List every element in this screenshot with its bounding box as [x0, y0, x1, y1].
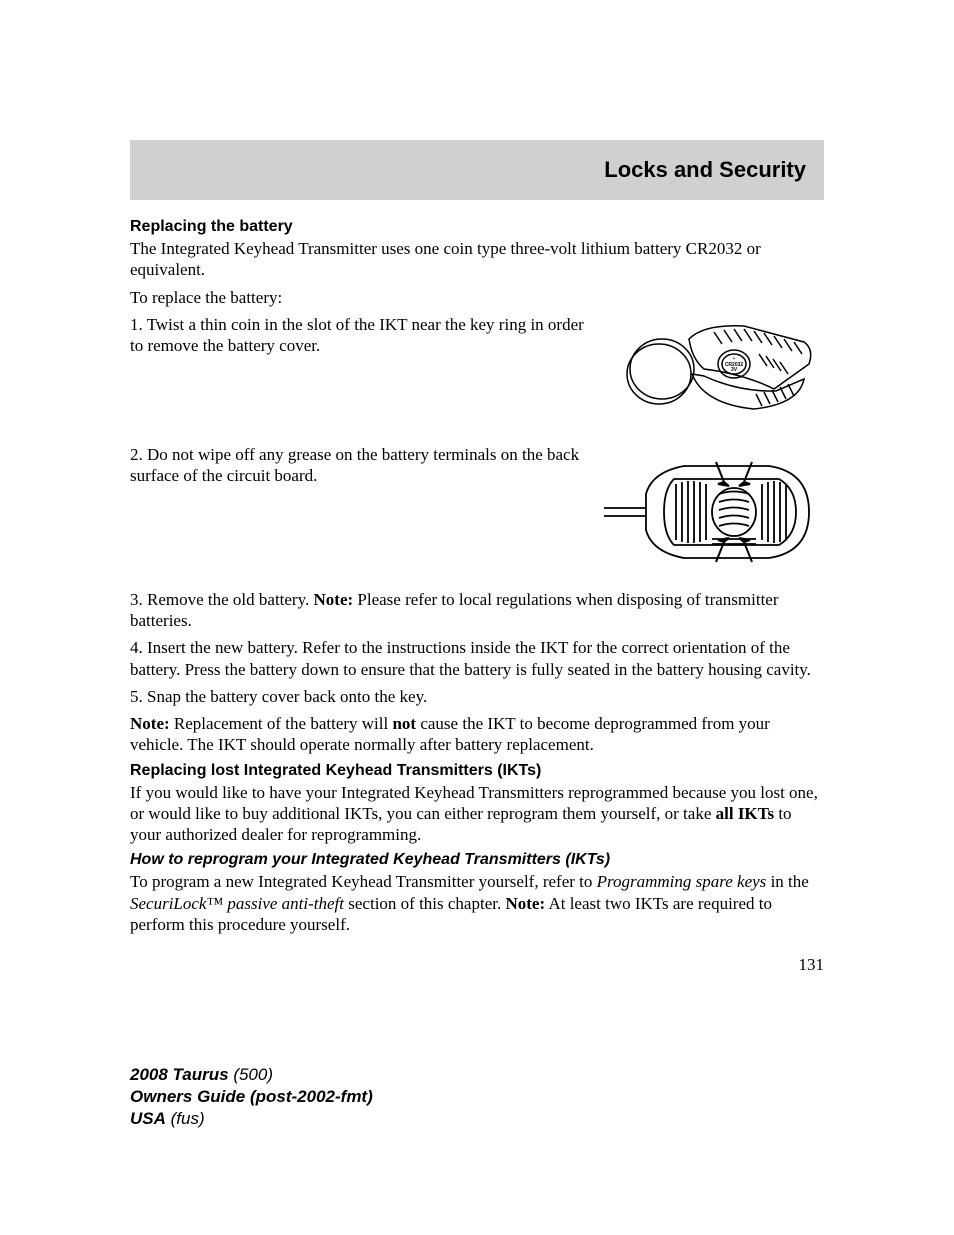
footer-region: USA — [130, 1109, 166, 1128]
text-span: 3. Remove the old battery. — [130, 590, 314, 609]
bold-not: not — [392, 714, 416, 733]
footer-line-guide: Owners Guide (post-2002-fmt) — [130, 1086, 373, 1108]
step-text: 2. Do not wipe off any grease on the bat… — [130, 444, 588, 487]
footer-line-region: USA (fus) — [130, 1108, 373, 1130]
italic-span: Programming spare keys — [597, 872, 767, 891]
footer-region-code: (fus) — [166, 1109, 205, 1128]
note-label: Note: — [505, 894, 545, 913]
heading-replacing-lost: Replacing lost Integrated Keyhead Transm… — [130, 762, 824, 780]
text-span: To program a new Integrated Keyhead Tran… — [130, 872, 597, 891]
chapter-title: Locks and Security — [604, 157, 806, 183]
step-text: 5. Snap the battery cover back onto the … — [130, 686, 824, 707]
step-1-row: 1. Twist a thin coin in the slot of the … — [130, 314, 824, 434]
battery-label-2: 3V — [731, 367, 738, 373]
page-content: Locks and Security Replacing the battery… — [0, 0, 954, 975]
chapter-header-bar: Locks and Security — [130, 140, 824, 200]
footer-model: 2008 Taurus — [130, 1065, 229, 1084]
text-span: Replacement of the battery will — [170, 714, 393, 733]
italic-span: SecuriLock™ passive anti-theft — [130, 894, 344, 913]
paragraph: To replace the battery: — [130, 287, 824, 308]
footer-model-code: (500) — [229, 1065, 273, 1084]
page-number: 131 — [130, 955, 824, 975]
note-label: Note: — [130, 714, 170, 733]
footer-line-model: 2008 Taurus (500) — [130, 1064, 373, 1086]
paragraph: The Integrated Keyhead Transmitter uses … — [130, 238, 824, 281]
text-span: section of this chapter. — [344, 894, 505, 913]
step-2-row: 2. Do not wipe off any grease on the bat… — [130, 444, 824, 579]
step-text: 4. Insert the new battery. Refer to the … — [130, 637, 824, 680]
text-span: in the — [766, 872, 809, 891]
note-label: Note: — [314, 590, 354, 609]
step-text: 1. Twist a thin coin in the slot of the … — [130, 314, 588, 357]
heading-replacing-battery: Replacing the battery — [130, 218, 824, 236]
heading-how-to-reprogram: How to reprogram your Integrated Keyhead… — [130, 851, 824, 869]
note-paragraph: Note: Replacement of the battery will no… — [130, 713, 824, 756]
paragraph: To program a new Integrated Keyhead Tran… — [130, 871, 824, 935]
paragraph: If you would like to have your Integrate… — [130, 782, 824, 846]
bold-span: all IKTs — [716, 804, 774, 823]
illustration-key-coin: + CR2032 3V — [604, 314, 824, 434]
footer-block: 2008 Taurus (500) Owners Guide (post-200… — [130, 1064, 373, 1130]
step-text: 3. Remove the old battery. Note: Please … — [130, 589, 824, 632]
illustration-key-arrows — [604, 444, 824, 579]
